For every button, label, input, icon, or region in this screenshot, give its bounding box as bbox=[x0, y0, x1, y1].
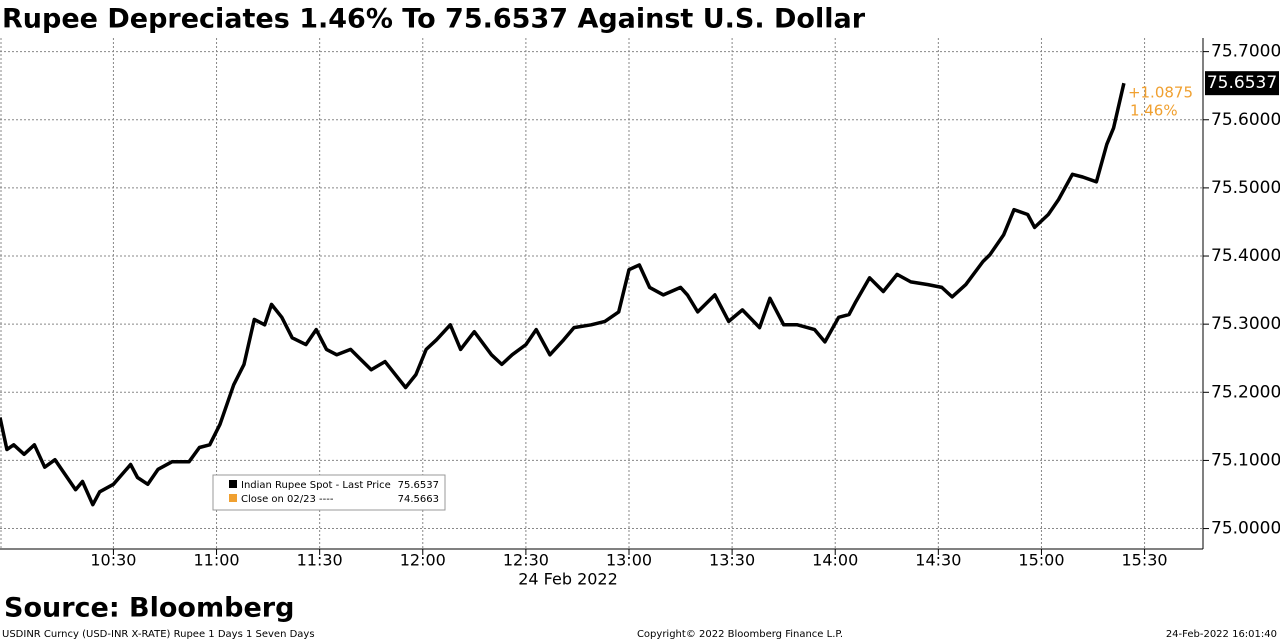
y-tick-label: 75.1000 bbox=[1211, 450, 1280, 470]
y-tick-label: 75.5000 bbox=[1211, 178, 1280, 198]
x-tick-label: 12:30 bbox=[503, 551, 549, 570]
y-tick-label: 75.0000 bbox=[1211, 519, 1280, 539]
x-axis-label: 24 Feb 2022 bbox=[518, 570, 618, 589]
last-price-label: 75.6537 bbox=[1207, 73, 1277, 93]
legend-label: Close on 02/23 ---- bbox=[241, 494, 334, 505]
change-annotation: +1.0875 bbox=[1128, 84, 1193, 102]
last-price-box bbox=[1205, 71, 1279, 96]
chart-title: Rupee Depreciates 1.46% To 75.6537 Again… bbox=[2, 4, 866, 35]
x-tick-label: 15:30 bbox=[1122, 551, 1168, 570]
x-tick-label: 14:00 bbox=[812, 551, 858, 570]
x-tick-label: 13:00 bbox=[606, 551, 652, 570]
x-tick-label: 15:00 bbox=[1018, 551, 1064, 570]
x-tick-label: 13:30 bbox=[709, 551, 755, 570]
legend-value: 75.6537 bbox=[398, 480, 439, 491]
footer-right: 24-Feb-2022 16:01:40 bbox=[1166, 629, 1277, 640]
legend-value: 74.5663 bbox=[398, 494, 439, 505]
x-tick-label: 10:30 bbox=[90, 551, 136, 570]
y-tick-label: 75.2000 bbox=[1211, 382, 1280, 402]
x-tick-label: 14:30 bbox=[915, 551, 961, 570]
source: Source: Bloomberg bbox=[4, 593, 294, 624]
legend-swatch bbox=[229, 494, 237, 502]
footer-left: USDINR Curncy (USD-INR X-RATE) Rupee 1 D… bbox=[2, 629, 315, 640]
footer-center: Copyright© 2022 Bloomberg Finance L.P. bbox=[637, 629, 843, 640]
x-tick-label: 11:30 bbox=[297, 551, 343, 570]
legend-box bbox=[212, 474, 446, 511]
y-tick-label: 75.7000 bbox=[1211, 42, 1280, 62]
x-tick-label: 12:00 bbox=[400, 551, 446, 570]
price-line bbox=[0, 82, 1126, 507]
x-tick-label: 11:00 bbox=[193, 551, 239, 570]
y-tick-label: 75.4000 bbox=[1211, 246, 1280, 266]
legend-swatch bbox=[229, 480, 237, 488]
y-tick-label: 75.6000 bbox=[1211, 110, 1280, 130]
y-tick-label: 75.3000 bbox=[1211, 314, 1280, 334]
change-annotation: 1.46% bbox=[1130, 102, 1178, 120]
legend-label: Indian Rupee Spot - Last Price bbox=[241, 480, 391, 491]
